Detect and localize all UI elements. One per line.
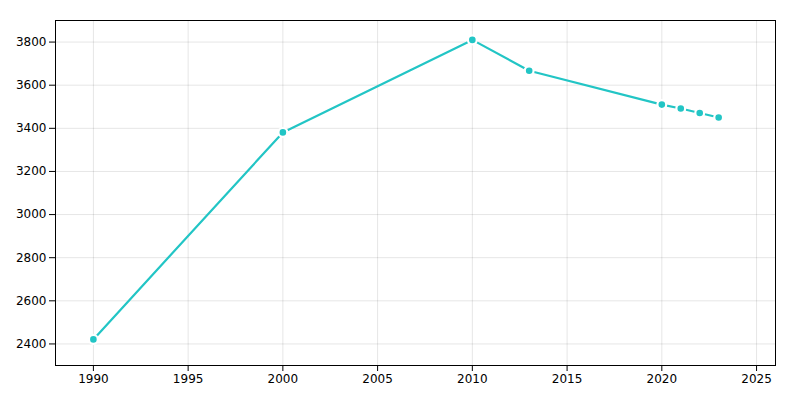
svg-text:2800: 2800 [16,251,47,265]
svg-text:2015: 2015 [552,372,583,386]
svg-text:2600: 2600 [16,294,47,308]
svg-text:3200: 3200 [16,164,47,178]
svg-text:2020: 2020 [647,372,678,386]
svg-text:2025: 2025 [741,372,772,386]
svg-text:2005: 2005 [362,372,393,386]
svg-text:3800: 3800 [16,35,47,49]
svg-text:2000: 2000 [268,372,299,386]
svg-text:3000: 3000 [16,207,47,221]
svg-text:2010: 2010 [457,372,488,386]
svg-text:3600: 3600 [16,78,47,92]
svg-text:3400: 3400 [16,121,47,135]
svg-text:1990: 1990 [78,372,109,386]
svg-text:1995: 1995 [173,372,204,386]
svg-text:2400: 2400 [16,337,47,351]
